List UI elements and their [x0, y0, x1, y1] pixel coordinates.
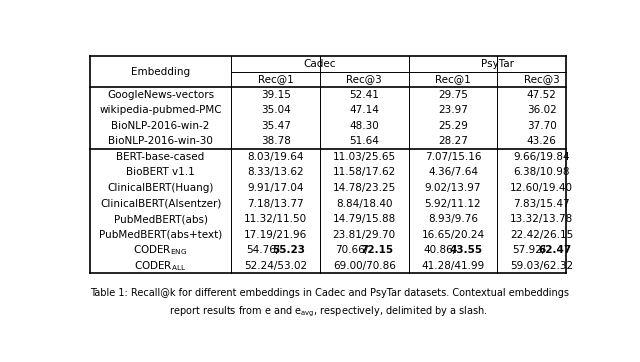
Text: 38.78: 38.78 — [260, 136, 291, 146]
Text: 43.26: 43.26 — [527, 136, 557, 146]
Text: 22.42/26.15: 22.42/26.15 — [510, 230, 573, 240]
Text: 9.66/19.84: 9.66/19.84 — [513, 152, 570, 162]
Text: 51.64: 51.64 — [349, 136, 380, 146]
Text: 40.86/: 40.86/ — [424, 245, 457, 255]
Text: Rec@3: Rec@3 — [346, 74, 382, 84]
Text: 23.97: 23.97 — [438, 105, 468, 115]
Text: report results from e and e$_{\mathrm{avg}}$, respectively, delimited by a slash: report results from e and e$_{\mathrm{av… — [169, 304, 487, 319]
Text: ClinicalBERT(Huang): ClinicalBERT(Huang) — [108, 183, 214, 193]
Text: BioBERT v1.1: BioBERT v1.1 — [126, 168, 195, 177]
Text: 52.24/53.02: 52.24/53.02 — [244, 261, 307, 271]
Text: Cadec: Cadec — [304, 59, 336, 69]
Text: 14.79/15.88: 14.79/15.88 — [333, 214, 396, 224]
Text: BioNLP-2016-win-30: BioNLP-2016-win-30 — [108, 136, 213, 146]
Text: 17.19/21.96: 17.19/21.96 — [244, 230, 307, 240]
Text: 47.52: 47.52 — [527, 90, 557, 100]
Text: CODER$_\mathrm{ENG}$: CODER$_\mathrm{ENG}$ — [134, 243, 188, 257]
Text: 8.03/19.64: 8.03/19.64 — [248, 152, 304, 162]
Text: 7.83/15.47: 7.83/15.47 — [513, 198, 570, 209]
Text: 7.18/13.77: 7.18/13.77 — [247, 198, 304, 209]
Text: Rec@3: Rec@3 — [524, 74, 559, 84]
Text: 9.91/17.04: 9.91/17.04 — [248, 183, 304, 193]
Text: 28.27: 28.27 — [438, 136, 468, 146]
Text: 57.92/: 57.92/ — [512, 245, 545, 255]
Text: 41.28/41.99: 41.28/41.99 — [421, 261, 484, 271]
Text: 72.15: 72.15 — [360, 245, 394, 255]
Text: 6.38/10.98: 6.38/10.98 — [513, 168, 570, 177]
Text: 52.41: 52.41 — [349, 90, 380, 100]
Text: wikipedia-pubmed-PMC: wikipedia-pubmed-PMC — [99, 105, 222, 115]
Text: 8.93/9.76: 8.93/9.76 — [428, 214, 478, 224]
Text: 59.03/62.32: 59.03/62.32 — [510, 261, 573, 271]
Text: 13.32/13.78: 13.32/13.78 — [510, 214, 573, 224]
Text: PubMedBERT(abs): PubMedBERT(abs) — [114, 214, 207, 224]
Text: Embedding: Embedding — [131, 67, 190, 76]
Text: 35.04: 35.04 — [260, 105, 291, 115]
Text: 25.29: 25.29 — [438, 121, 468, 131]
Text: 16.65/20.24: 16.65/20.24 — [421, 230, 484, 240]
Text: 69.00/70.86: 69.00/70.86 — [333, 261, 396, 271]
Text: 8.33/13.62: 8.33/13.62 — [247, 168, 304, 177]
Text: 5.92/11.12: 5.92/11.12 — [425, 198, 481, 209]
Text: 11.32/11.50: 11.32/11.50 — [244, 214, 307, 224]
Text: 39.15: 39.15 — [260, 90, 291, 100]
Text: Table 1: Recall@k for different embeddings in Cadec and PsyTar datasets. Context: Table 1: Recall@k for different embeddin… — [90, 288, 569, 298]
Text: 8.84/18.40: 8.84/18.40 — [336, 198, 392, 209]
Text: PsyTar: PsyTar — [481, 59, 514, 69]
Text: PubMedBERT(abs+text): PubMedBERT(abs+text) — [99, 230, 222, 240]
Text: CODER$_\mathrm{ALL}$: CODER$_\mathrm{ALL}$ — [134, 259, 187, 273]
Text: 35.47: 35.47 — [260, 121, 291, 131]
Text: 7.07/15.16: 7.07/15.16 — [425, 152, 481, 162]
Text: BioNLP-2016-win-2: BioNLP-2016-win-2 — [111, 121, 210, 131]
Text: 12.60/19.40: 12.60/19.40 — [510, 183, 573, 193]
Text: 14.78/23.25: 14.78/23.25 — [333, 183, 396, 193]
Text: 36.02: 36.02 — [527, 105, 557, 115]
Text: BERT-base-cased: BERT-base-cased — [116, 152, 205, 162]
Text: 11.03/25.65: 11.03/25.65 — [333, 152, 396, 162]
Text: Rec@1: Rec@1 — [435, 74, 471, 84]
Text: 62.47: 62.47 — [538, 245, 572, 255]
Text: 54.76/: 54.76/ — [246, 245, 280, 255]
Text: ClinicalBERT(Alsentzer): ClinicalBERT(Alsentzer) — [100, 198, 221, 209]
Text: 9.02/13.97: 9.02/13.97 — [425, 183, 481, 193]
Text: 11.58/17.62: 11.58/17.62 — [333, 168, 396, 177]
Text: 37.70: 37.70 — [527, 121, 557, 131]
Text: 29.75: 29.75 — [438, 90, 468, 100]
Text: 48.30: 48.30 — [349, 121, 379, 131]
Text: Rec@1: Rec@1 — [258, 74, 294, 84]
Text: 47.14: 47.14 — [349, 105, 380, 115]
Text: 70.66/: 70.66/ — [335, 245, 368, 255]
Text: 43.55: 43.55 — [449, 245, 483, 255]
Text: GoogleNews-vectors: GoogleNews-vectors — [107, 90, 214, 100]
Text: 23.81/29.70: 23.81/29.70 — [333, 230, 396, 240]
Text: 55.23: 55.23 — [272, 245, 305, 255]
Text: 4.36/7.64: 4.36/7.64 — [428, 168, 478, 177]
